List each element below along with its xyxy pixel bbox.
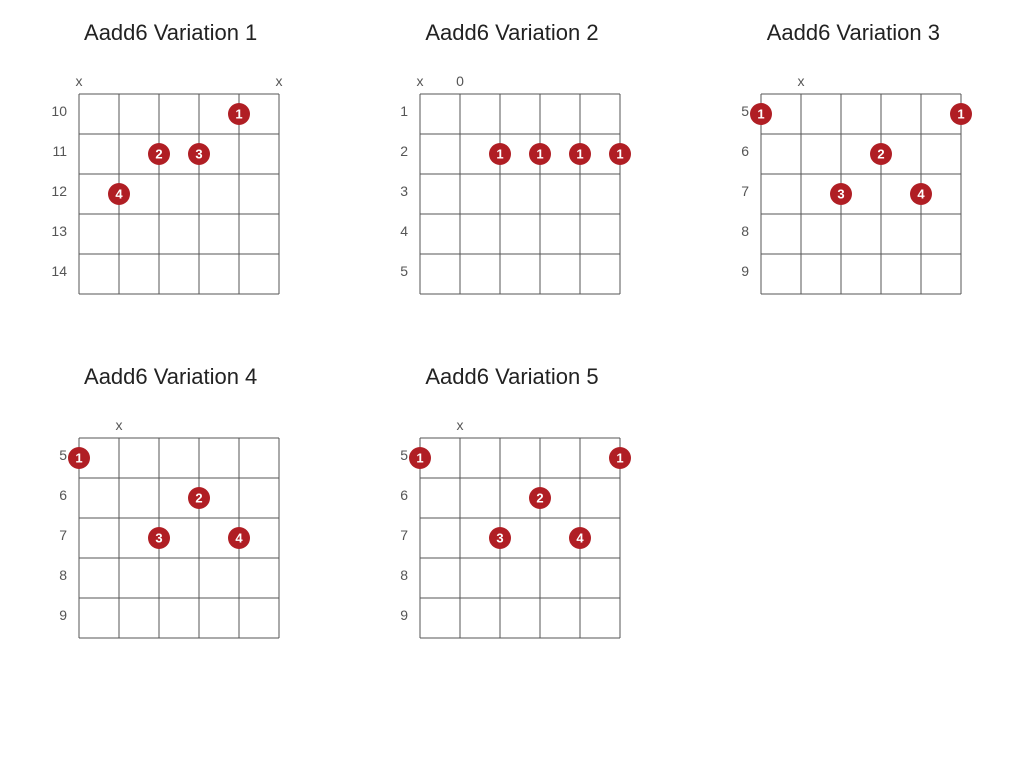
chord-card: Aadd6 Variation 4 5 6 7 8 9 x 1 2 3 4: [30, 364, 311, 648]
mute-mark: x: [115, 417, 122, 433]
fret-number: 9: [400, 607, 408, 623]
fret-number: 5: [400, 447, 408, 463]
fret-number: 6: [742, 143, 750, 159]
finger-number: 1: [616, 451, 623, 466]
chord-title: Aadd6 Variation 2: [425, 20, 598, 46]
finger-number: 2: [195, 491, 202, 506]
fret-number: 7: [742, 183, 750, 199]
chord-title: Aadd6 Variation 3: [767, 20, 940, 46]
fret-number: 8: [59, 567, 67, 583]
chord-title: Aadd6 Variation 1: [84, 20, 257, 46]
finger-number: 3: [496, 531, 503, 546]
chord-card: Aadd6 Variation 2 1 2 3 4 5 x 0 1 1 1 1: [371, 20, 652, 304]
fret-number: 6: [59, 487, 67, 503]
mute-mark: x: [456, 417, 463, 433]
chord-diagram-svg: 5 6 7 8 9 x 1 2 3 4: [43, 408, 299, 648]
finger-number: 2: [155, 147, 162, 162]
mute-mark: x: [798, 73, 805, 89]
fret-number: 10: [51, 103, 67, 119]
chord-grid: Aadd6 Variation 11011121314xx1234Aadd6 V…: [30, 20, 994, 648]
finger-number: 1: [496, 147, 503, 162]
fret-number: 3: [400, 183, 408, 199]
mute-mark: x: [416, 73, 423, 89]
chord-title: Aadd6 Variation 5: [425, 364, 598, 390]
finger-number: 4: [115, 187, 123, 202]
chord-diagram-svg: 5 6 7 8 9 x 1 1 2 3 4: [384, 408, 640, 648]
diagram-wrap: 5 6 7 8 9 x 1 2 3 4: [43, 408, 299, 648]
chord-diagram-svg: 5 6 7 8 9 x 1 1 2 3 4: [725, 64, 981, 304]
mute-mark: x: [75, 73, 82, 89]
finger-number: 2: [536, 491, 543, 506]
finger-number: 1: [958, 107, 965, 122]
finger-number: 1: [416, 451, 423, 466]
chord-diagram-svg: 1011121314xx1234: [43, 64, 299, 304]
finger-number: 3: [838, 187, 845, 202]
fret-number: 13: [51, 223, 67, 239]
finger-number: 4: [235, 531, 243, 546]
fret-number: 11: [52, 143, 67, 159]
chord-title: Aadd6 Variation 4: [84, 364, 257, 390]
fret-number: 7: [59, 527, 67, 543]
fret-number: 14: [51, 263, 67, 279]
diagram-wrap: 5 6 7 8 9 x 1 1 2 3 4: [384, 408, 640, 648]
mute-mark: x: [275, 73, 282, 89]
finger-number: 1: [758, 107, 765, 122]
fret-number: 5: [400, 263, 408, 279]
chord-card: Aadd6 Variation 11011121314xx1234: [30, 20, 311, 304]
fret-number: 8: [400, 567, 408, 583]
finger-number: 1: [536, 147, 543, 162]
finger-number: 4: [576, 531, 584, 546]
fret-number: 9: [59, 607, 67, 623]
chord-diagram-svg: 1 2 3 4 5 x 0 1 1 1 1: [384, 64, 640, 304]
fret-number: 6: [400, 487, 408, 503]
fret-number: 4: [400, 223, 408, 239]
finger-number: 1: [75, 451, 82, 466]
diagram-wrap: 1011121314xx1234: [43, 64, 299, 304]
diagram-wrap: 5 6 7 8 9 x 1 1 2 3 4: [725, 64, 981, 304]
fret-number: 12: [51, 183, 67, 199]
finger-number: 1: [616, 147, 623, 162]
finger-number: 1: [235, 107, 242, 122]
chord-card: Aadd6 Variation 3 5 6 7 8 9 x 1 1 2 3 4: [713, 20, 994, 304]
finger-number: 1: [576, 147, 583, 162]
fret-number: 2: [400, 143, 408, 159]
chord-card: Aadd6 Variation 5 5 6 7 8 9 x 1 1 2 3 4: [371, 364, 652, 648]
finger-number: 3: [195, 147, 202, 162]
fret-number: 7: [400, 527, 408, 543]
fret-number: 9: [742, 263, 750, 279]
fret-number: 5: [742, 103, 750, 119]
open-mark: 0: [456, 73, 464, 89]
fret-number: 1: [400, 103, 408, 119]
fret-number: 8: [742, 223, 750, 239]
diagram-wrap: 1 2 3 4 5 x 0 1 1 1 1: [384, 64, 640, 304]
finger-number: 3: [155, 531, 162, 546]
finger-number: 2: [878, 147, 885, 162]
finger-number: 4: [918, 187, 926, 202]
fret-number: 5: [59, 447, 67, 463]
